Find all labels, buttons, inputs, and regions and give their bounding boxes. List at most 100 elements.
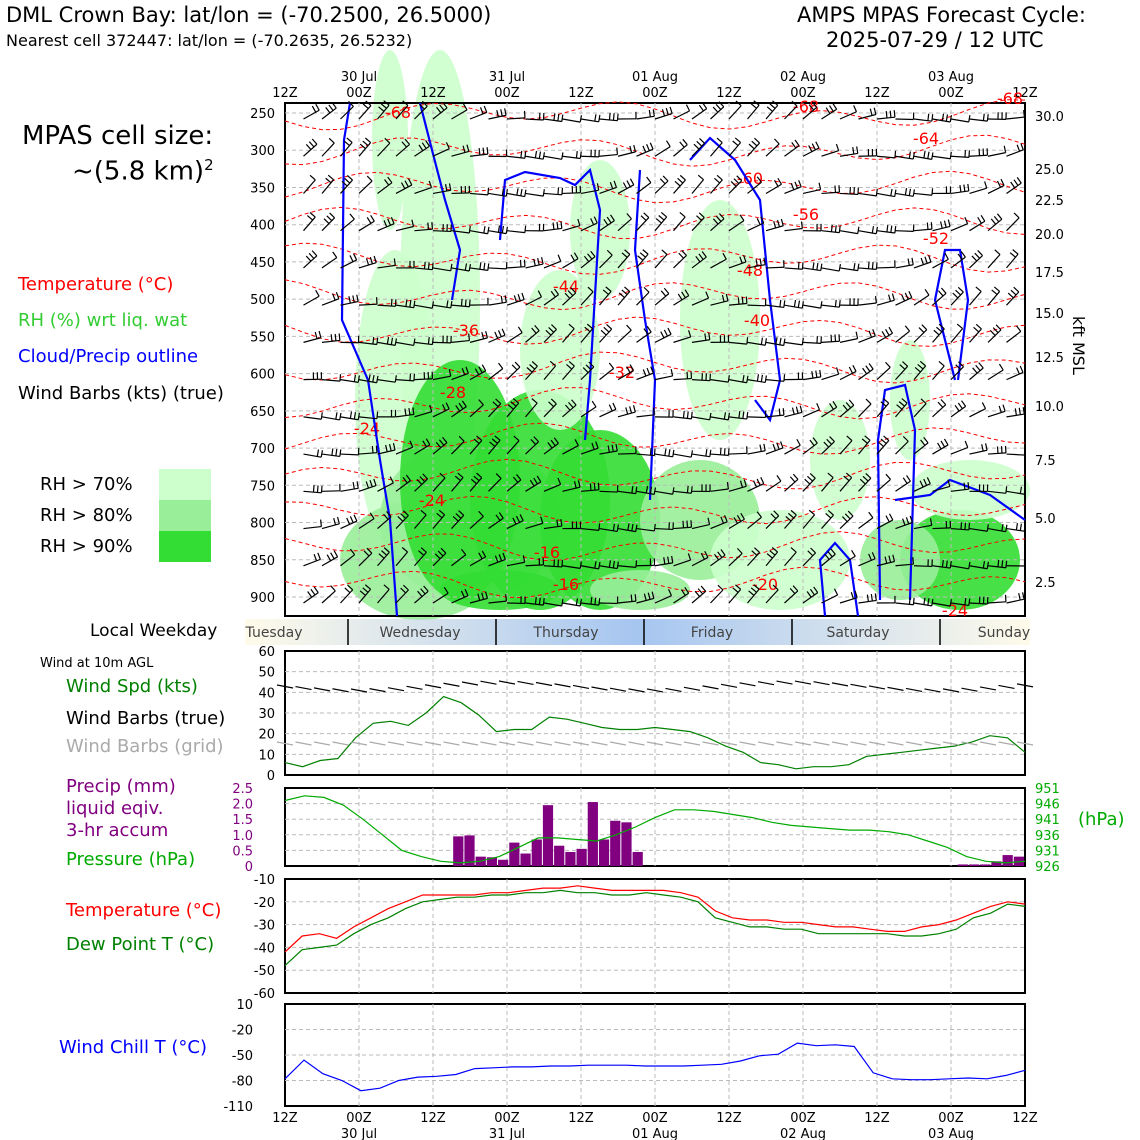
wind-barb: [414, 585, 429, 604]
wind-barb: [673, 553, 692, 567]
wind-barb: [580, 216, 598, 232]
wind-barb: [728, 512, 745, 530]
rh-fill-region: [590, 570, 690, 610]
wind-barb: [303, 586, 319, 604]
wind-barb: [876, 554, 896, 567]
legend-rh: RH (%) wrt liq. wat: [18, 310, 188, 331]
wind-barb: [858, 188, 878, 197]
wind-barb: [488, 473, 502, 492]
wind-barb: [488, 552, 506, 567]
wind-barb: [654, 487, 675, 495]
rh-fill-region: [710, 510, 850, 610]
wind-barb: [321, 102, 337, 120]
wind-barb: [765, 177, 782, 194]
wind-barb: [580, 183, 600, 195]
surface-wind-barb-true: [702, 685, 719, 690]
surface-wind-barb-grid: [924, 741, 941, 746]
wind-barb: [358, 374, 379, 384]
wind-barb: [691, 251, 707, 269]
precip-bar: [632, 851, 643, 866]
surface-wind-barb-grid: [498, 741, 516, 746]
wind-barb: [932, 219, 951, 232]
wind-barb: [876, 150, 897, 159]
temperature-contour-label: -68: [385, 103, 411, 122]
precip-y-tick-label: 1.0: [232, 829, 253, 844]
wind-barb: [321, 333, 341, 343]
wind-barb: [654, 175, 669, 194]
bottom-time-tick-label: 00Z: [938, 1111, 964, 1126]
wind-barb: [562, 561, 582, 569]
precip-y-tick-label: 0: [245, 860, 253, 875]
wind-barb: [451, 263, 472, 272]
surface-wind-barb-grid: [628, 741, 645, 746]
wind-barb: [691, 332, 711, 343]
wind-barb: [802, 262, 823, 272]
wind-barb: [969, 250, 983, 269]
surface-wind-barb-grid: [776, 741, 793, 746]
precip-bar: [980, 864, 991, 866]
wind-barb: [525, 325, 540, 343]
wind-barb: [451, 185, 471, 195]
wind-barb: [876, 473, 891, 492]
cloud-outline: [876, 383, 917, 601]
wind-barb: [913, 559, 933, 568]
wind-barb: [839, 549, 856, 567]
rh80-swatch: [159, 500, 211, 531]
surface-wind-barb-true: [887, 686, 904, 691]
wind-barb: [691, 212, 705, 232]
precip-bar: [554, 845, 565, 866]
cell-size-line1: MPAS cell size:: [22, 121, 214, 151]
wind-barb: [506, 259, 526, 269]
wind-barb: [636, 249, 649, 269]
wind-barb: [673, 587, 690, 604]
wind-barb: [580, 286, 594, 306]
wind-barb: [377, 584, 390, 604]
surface-wind-barb-grid: [609, 741, 627, 746]
legend-wind-barbs: Wind Barbs (kts) (true): [18, 383, 224, 404]
wind-barb: [580, 250, 596, 269]
wind-barb: [950, 400, 967, 418]
wind-barb: [599, 560, 619, 570]
wind-barb: [395, 547, 409, 567]
precip-bar: [453, 836, 464, 866]
wind-barb: [691, 517, 711, 530]
wind-barb: [303, 289, 320, 306]
wind-barb: [599, 402, 617, 418]
wind-barb: [654, 249, 668, 269]
wind-barb: [358, 445, 378, 455]
wind-barb: [321, 374, 342, 382]
wind-barb: [506, 292, 525, 306]
wind-barb: [802, 182, 822, 195]
wind-barb: [654, 410, 674, 418]
wind-barb: [654, 140, 671, 157]
surface-wind-barb-true: [794, 680, 812, 685]
wind-barb: [1006, 286, 1020, 306]
wind-barb: [488, 261, 508, 270]
precip-bar: [531, 839, 542, 866]
wind-barb: [747, 547, 761, 567]
wind-barb: [821, 588, 839, 604]
wind-barb: [987, 249, 1001, 269]
wind-barb: [488, 149, 508, 158]
wind-barb: [839, 364, 857, 381]
wind-barb: [876, 293, 895, 306]
windchill-y-tick-label: -20: [232, 1024, 253, 1039]
surface-wind-barb-grid: [591, 741, 608, 746]
wind-barb: [895, 188, 915, 197]
wind-barb: [506, 555, 526, 567]
wind-barb: [340, 253, 358, 269]
wind-barb: [876, 398, 890, 418]
precip-y-tick-label: 2.5: [232, 782, 253, 797]
wind-barb: [654, 368, 674, 381]
wind-barb: [414, 473, 429, 492]
dew-label: Dew Point T (°C): [66, 934, 215, 955]
wind-barb: [654, 589, 672, 604]
wind-barb: [913, 188, 934, 196]
wind-barb: [451, 435, 465, 455]
wind-barb: [414, 100, 428, 120]
wind-barb: [543, 599, 564, 607]
wind-barb: [932, 438, 949, 455]
wind-barb: [765, 218, 784, 232]
wind-barb: [432, 335, 452, 344]
top-time-tick-label: 12Z: [716, 86, 742, 101]
